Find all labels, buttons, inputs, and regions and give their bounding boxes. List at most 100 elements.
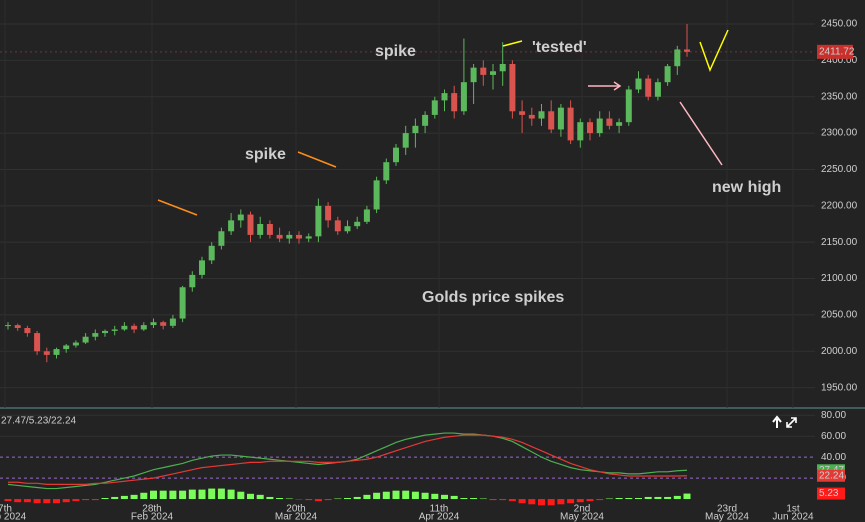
candle-body [664, 66, 671, 83]
annotation: Golds price spikes [422, 289, 564, 306]
histogram-bar [460, 498, 468, 500]
histogram-bar [431, 493, 439, 500]
candle-body [635, 78, 642, 90]
y-tick-label: 2250.00 [821, 164, 858, 175]
candle-body [480, 67, 487, 75]
candle-body [179, 287, 186, 319]
y-tick-label: 2200.00 [821, 200, 858, 211]
candle-body [237, 214, 244, 221]
candle-body [150, 322, 157, 326]
x-tick-label: Apr 2024 [419, 512, 460, 522]
histogram-bar [120, 495, 128, 500]
candle-body [315, 205, 322, 237]
candle-body [393, 147, 399, 163]
x-tick-label: 1st [786, 504, 800, 515]
candle-body [674, 49, 681, 67]
candle-body [296, 234, 302, 239]
candle-body [625, 89, 632, 123]
move-up-icon[interactable] [772, 415, 782, 428]
candle-body [208, 245, 215, 261]
histogram-bar [208, 488, 216, 500]
histogram-bar [276, 498, 284, 500]
histogram-bar [72, 499, 80, 502]
candle-body [169, 318, 176, 326]
indicator-toolbar[interactable] [772, 415, 797, 428]
histogram-bar [179, 490, 187, 500]
y-tick-label: 2300.00 [821, 128, 858, 139]
histogram-bar [314, 499, 322, 502]
y-tick-label: 2050.00 [821, 310, 858, 321]
histogram-bar [538, 499, 545, 506]
annotation-line [297, 151, 337, 168]
candle-body [334, 220, 341, 232]
histogram-bar [227, 489, 235, 500]
candle-body [509, 64, 516, 112]
histogram-bar [654, 496, 662, 500]
histogram-bar [285, 498, 293, 500]
candle-body [325, 205, 332, 221]
candle-body [218, 231, 225, 246]
candle-body [557, 107, 564, 130]
candle-body [519, 111, 526, 115]
histogram-bar [4, 499, 12, 502]
candle-body [266, 224, 273, 235]
histogram-bar [256, 494, 264, 500]
histogram-bar [615, 498, 623, 500]
histogram-bar [14, 499, 22, 503]
candle-body [490, 71, 496, 75]
value-badge-label: 22.24 [819, 470, 844, 481]
histogram-bar [295, 499, 303, 500]
y-tick-label: 2150.00 [821, 237, 858, 248]
x-tick-label: 7th [0, 504, 12, 515]
histogram-bar [392, 490, 400, 500]
candle-body [616, 122, 623, 126]
y-tick-label: 60.00 [821, 431, 846, 442]
annotation: spike [245, 146, 286, 163]
candle-body [34, 333, 41, 352]
histogram-bar [673, 495, 681, 500]
histogram-bar [344, 498, 351, 500]
histogram-bar [130, 494, 138, 500]
annotation-lines [157, 29, 729, 216]
histogram-bar [188, 489, 196, 500]
x-tick-label: 20th [286, 504, 305, 515]
candle-body [102, 330, 108, 334]
histogram-bar [53, 499, 60, 504]
histogram-bar [159, 490, 167, 500]
value-badge-label: 5.23 [819, 488, 839, 499]
candle-body [131, 325, 138, 330]
candle-body [596, 118, 603, 134]
annotation-line [502, 40, 523, 47]
x-tick-label: 11th [430, 504, 449, 515]
candle-body [24, 328, 31, 334]
histogram-bar [683, 493, 691, 500]
candle-body [451, 93, 458, 112]
candle-body [257, 224, 264, 235]
last-price-badge [817, 44, 853, 59]
histogram-bar [140, 492, 148, 500]
candle-body [587, 122, 593, 134]
histogram-bar [518, 499, 526, 504]
x-tick-label: 23rd [717, 504, 737, 515]
histogram-bar [557, 499, 565, 505]
histogram-bar [547, 499, 555, 506]
histogram-bar [450, 495, 458, 500]
histogram-bar [373, 492, 381, 500]
histogram-bar [363, 494, 371, 500]
histogram-bar [33, 499, 41, 504]
annotation-line [679, 101, 723, 166]
indicator-line [8, 434, 688, 485]
x-tick-label: May 2024 [705, 512, 749, 522]
last-price-label: 2411.72 [819, 46, 855, 57]
histogram-bar [402, 490, 410, 500]
candle-body [247, 214, 254, 235]
histogram-bar [43, 499, 51, 504]
y-tick-label: 2450.00 [821, 19, 858, 30]
candle-body [189, 274, 196, 288]
y-tick-label: 1950.00 [821, 382, 858, 393]
candle-body [383, 162, 390, 181]
candle-body [402, 133, 409, 148]
histogram-bar [198, 489, 206, 500]
expand-icon[interactable] [786, 417, 797, 428]
